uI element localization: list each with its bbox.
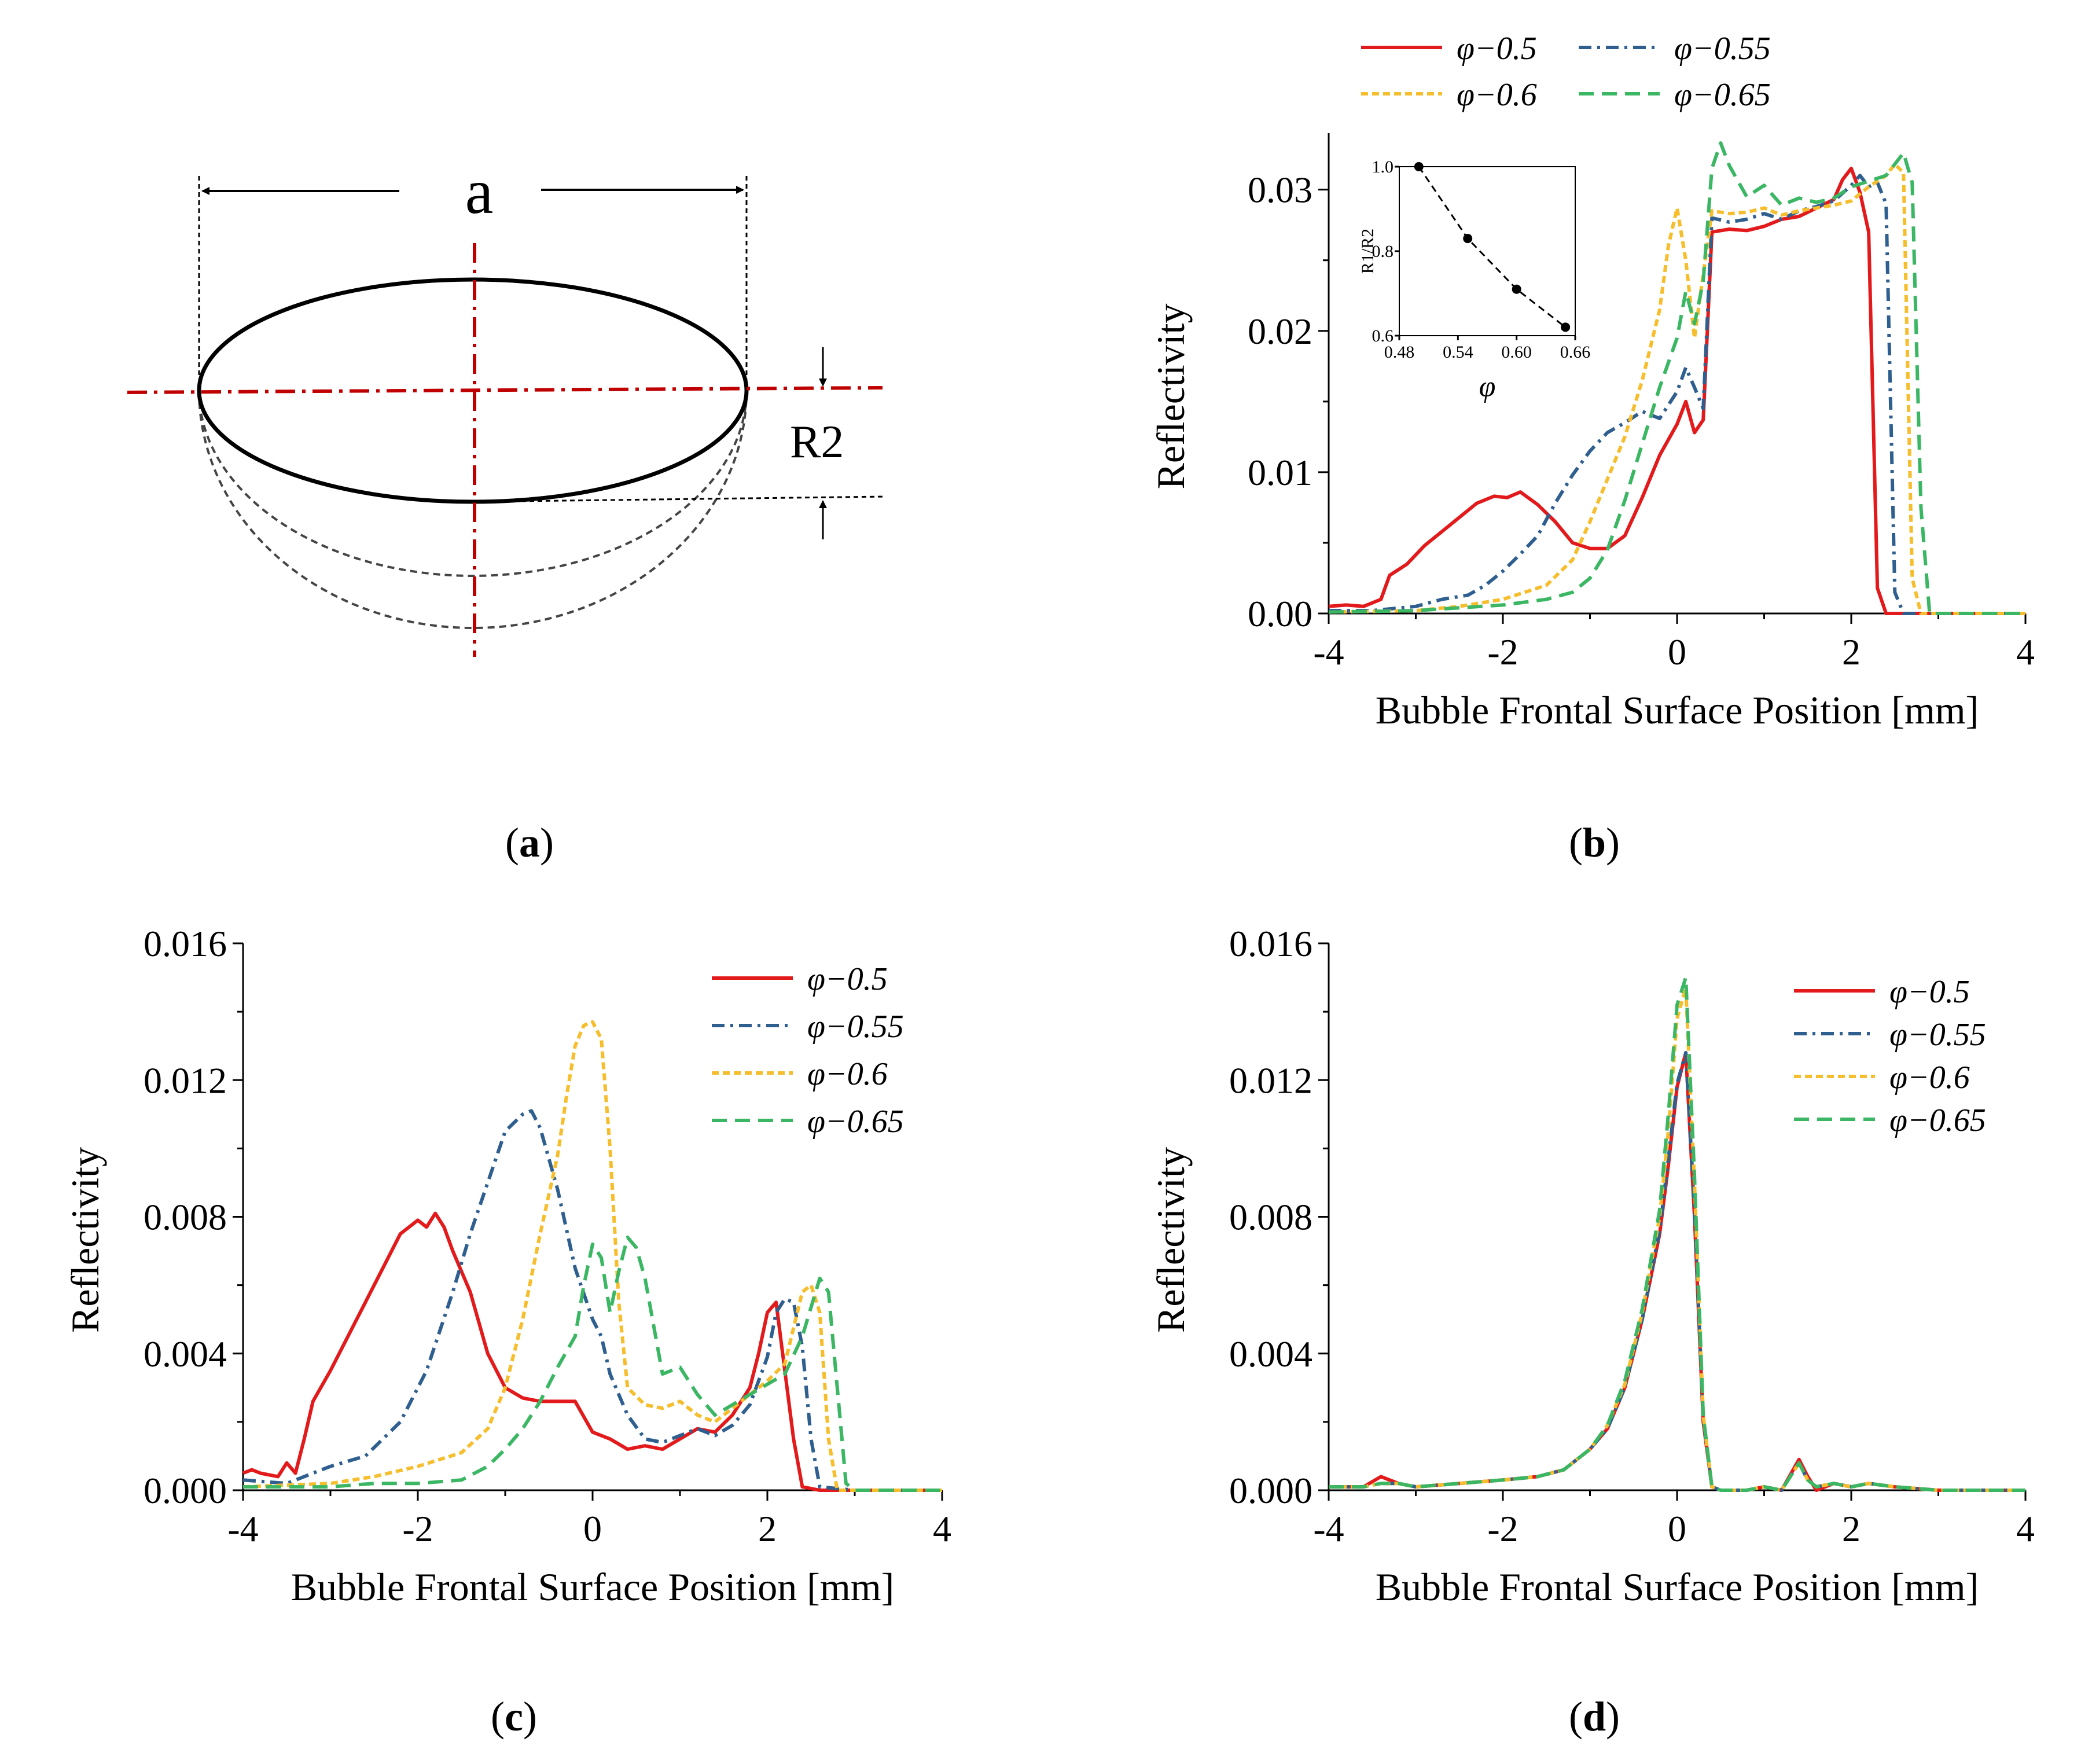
legend-label: φ−0.5 <box>1889 974 1970 1010</box>
panel-a-caption-letter: a <box>519 819 540 866</box>
y-axis-label: Reflectivity <box>1149 303 1193 489</box>
inset-data-point <box>1414 162 1424 171</box>
y-tick-label: 0.008 <box>1229 1197 1312 1238</box>
inset-y-axis-label: R1/R2 <box>1358 229 1377 274</box>
x-tick-label: 4 <box>2016 631 2035 672</box>
y-tick-label: 0.012 <box>1229 1060 1312 1101</box>
series-line-phi-0-6 <box>1328 162 2025 615</box>
y-tick-label: 0.016 <box>1229 923 1312 964</box>
legend-label: φ−0.65 <box>1889 1102 1986 1138</box>
panel-b-caption: (b) <box>1569 819 1620 866</box>
panel-c-caption-letter: c <box>505 1693 523 1740</box>
panel-c-caption: (c) <box>491 1693 537 1740</box>
inset-y-tick-label: 0.8 <box>1372 242 1394 261</box>
y-axis-label: Reflectivity <box>63 1147 107 1333</box>
panel-a-caption: (a) <box>505 819 554 866</box>
legend-label: φ−0.6 <box>1889 1060 1970 1096</box>
y-tick-label: 0.012 <box>144 1060 227 1101</box>
x-tick-label: 0 <box>1668 1508 1686 1549</box>
series-line-phi-0-55 <box>1329 174 2025 615</box>
dimension-label-a: a <box>465 156 494 227</box>
y-tick-label: 0.000 <box>144 1470 227 1511</box>
x-tick-label: -2 <box>1487 1508 1518 1549</box>
series-line-phi-0-5 <box>1328 167 2025 615</box>
x-tick-label: 0 <box>1668 631 1686 672</box>
panel-b-caption-letter: b <box>1583 819 1606 866</box>
inset-frame <box>1399 166 1576 336</box>
x-tick-label: 4 <box>933 1508 951 1549</box>
x-tick-label: -4 <box>227 1508 258 1549</box>
panel-a-schematic: a R2 (a) <box>127 156 886 866</box>
panel-d-caption-letter: d <box>1583 1693 1606 1740</box>
inset-y-tick-label: 1.0 <box>1372 157 1394 177</box>
inset-x-tick-label: 0.54 <box>1443 343 1473 362</box>
series-line-phi-0-65 <box>243 1235 942 1492</box>
legend-label: φ−0.6 <box>807 1056 888 1092</box>
x-tick-label: -2 <box>402 1508 433 1549</box>
x-tick-label: 0 <box>583 1508 602 1549</box>
legend-label: φ−0.65 <box>1674 77 1771 113</box>
y-tick-label: 0.016 <box>144 923 227 964</box>
legend-label: φ−0.55 <box>1674 31 1771 67</box>
legend-label: φ−0.5 <box>807 961 888 997</box>
x-tick-label: 2 <box>758 1508 777 1549</box>
series-line-phi-0-5 <box>242 1211 942 1492</box>
y-axis-label: Reflectivity <box>1149 1147 1193 1333</box>
y-tick-label: 0.004 <box>144 1333 227 1375</box>
x-axis-label: Bubble Frontal Surface Position [mm] <box>1376 1565 1979 1609</box>
y-tick-label: 0.01 <box>1248 452 1312 493</box>
panel-d-caption: (d) <box>1569 1693 1620 1740</box>
panel-b-chart: -4 -2 0 2 4 0.00 0.01 0.02 0.03 Bubble Frontal Su… <box>1149 31 2035 732</box>
y-tick-label: 0.00 <box>1248 593 1312 634</box>
legend-label: φ−0.6 <box>1457 77 1537 113</box>
r2-reference-line <box>472 495 886 503</box>
series-line-phi-0-6 <box>242 1020 942 1492</box>
inset-chart: 0.48 0.54 0.60 0.66 0.6 0.8 1.0 φ R1/R2 <box>1358 157 1590 403</box>
inset-x-tick-label: 0.66 <box>1560 343 1591 362</box>
x-tick-label: -4 <box>1313 631 1344 672</box>
inset-x-axis-label: φ <box>1479 370 1496 403</box>
y-tick-label: 0.008 <box>144 1197 227 1238</box>
y-tick-label: 0.004 <box>1229 1333 1312 1375</box>
panel-d-chart: -4 -2 0 2 4 0.000 0.004 0.008 0.012 0.016 Bubble F… <box>1149 923 2035 1609</box>
inset-data-point <box>1463 234 1473 244</box>
series-line-phi-0-65 <box>1328 141 2025 615</box>
legend-label: φ−0.5 <box>1457 31 1537 67</box>
inset-data-point <box>1561 322 1571 332</box>
series-line-phi-0-55 <box>242 1109 942 1492</box>
legend-label: φ−0.65 <box>807 1104 904 1140</box>
x-axis-label: Bubble Frontal Surface Position [mm] <box>1376 688 1979 732</box>
series-line-phi-0-65 <box>1329 976 2025 1492</box>
legend-label: φ−0.55 <box>807 1009 904 1045</box>
x-tick-label: -2 <box>1487 631 1518 672</box>
inset-y-tick-label: 0.6 <box>1372 326 1394 346</box>
horizontal-centerline <box>127 386 883 394</box>
x-tick-label: 2 <box>1842 1508 1861 1549</box>
inset-x-tick-label: 0.60 <box>1501 343 1532 362</box>
inset-x-tick-label: 0.48 <box>1384 343 1415 362</box>
y-tick-label: 0.03 <box>1248 170 1312 211</box>
x-tick-label: 2 <box>1842 631 1861 672</box>
inset-trend-line <box>1418 166 1567 328</box>
r2-label: R2 <box>790 417 844 468</box>
inset-data-point <box>1512 284 1521 294</box>
x-tick-label: 4 <box>2016 1508 2035 1549</box>
deformed-arc-outer <box>198 390 748 629</box>
x-tick-label: -4 <box>1313 1508 1344 1549</box>
panel-c-chart: -4 -2 0 2 4 0.000 0.004 0.008 0.012 0.016 Bubble F… <box>63 923 951 1609</box>
deformed-arc-inner <box>198 390 748 577</box>
y-tick-label: 0.000 <box>1229 1470 1312 1511</box>
legend-label: φ−0.55 <box>1889 1017 1986 1053</box>
y-tick-label: 0.02 <box>1248 311 1312 352</box>
x-axis-label: Bubble Frontal Surface Position [mm] <box>291 1565 895 1609</box>
